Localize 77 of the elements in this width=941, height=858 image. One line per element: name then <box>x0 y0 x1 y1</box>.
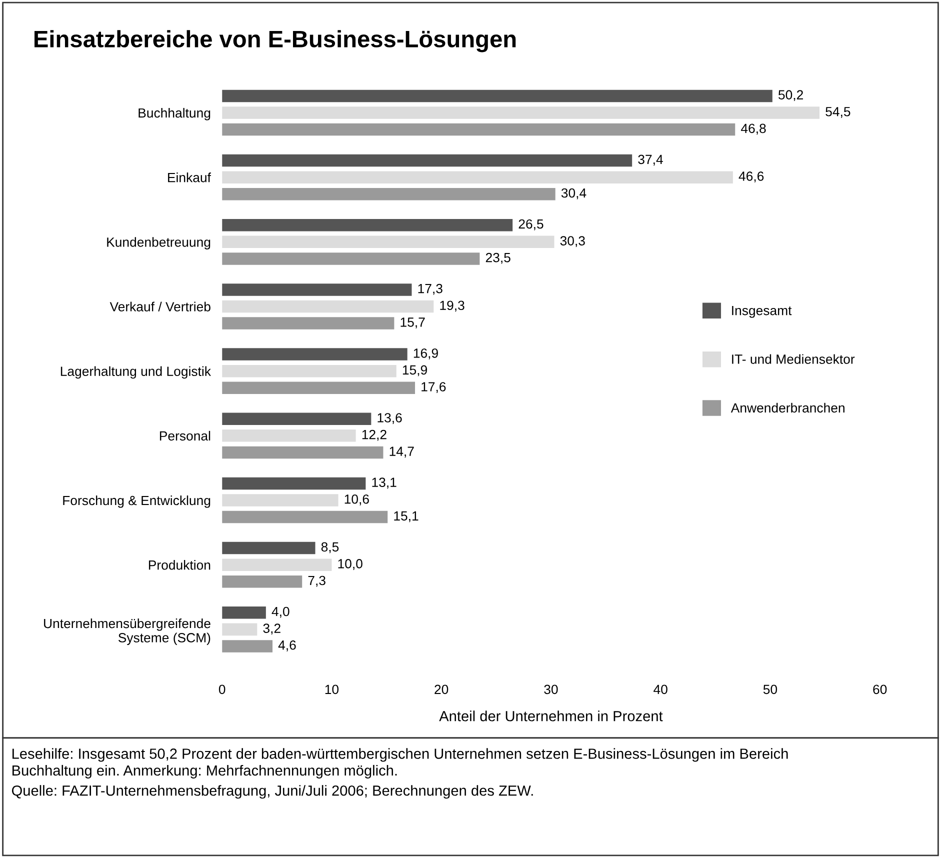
x-tick-label: 40 <box>654 684 668 694</box>
data-label: 15,7 <box>400 318 425 328</box>
bar <box>222 477 366 490</box>
x-tick-label: 60 <box>873 684 887 694</box>
bar <box>222 284 412 296</box>
data-label: 4,6 <box>278 640 296 652</box>
bar <box>222 252 480 265</box>
legend-label: IT- und Mediensektor <box>732 354 855 364</box>
bar <box>222 494 338 506</box>
data-label: 30,3 <box>560 236 585 248</box>
bar <box>222 218 513 232</box>
x-axis-title: Anteil der Unternehmen in Prozent <box>439 710 663 722</box>
chart-title: Einsatzbereiche von E-Business-Lösungen <box>34 30 516 52</box>
bar <box>222 558 332 571</box>
bar <box>222 317 394 330</box>
data-label: 54,5 <box>826 107 850 118</box>
data-label: 23,5 <box>486 252 510 264</box>
data-label: 3,2 <box>263 624 280 635</box>
x-tick-label: 10 <box>325 684 339 694</box>
data-label: 15,9 <box>402 365 427 376</box>
bar <box>222 348 408 360</box>
data-label: 26,5 <box>518 219 544 230</box>
y-tick-label: Personal <box>160 430 210 441</box>
data-label: 13,1 <box>372 478 396 489</box>
data-label: 37,4 <box>638 154 663 166</box>
data-label: 17,6 <box>422 382 446 393</box>
x-tick-label: 20 <box>434 684 448 694</box>
y-tick-label: Einkauf <box>168 172 211 182</box>
y-tick-label: Verkauf / Vertrieb <box>110 302 210 312</box>
x-tick-label: 0 <box>218 684 226 694</box>
data-label: 10,0 <box>338 559 362 570</box>
data-label: 16,9 <box>414 348 438 360</box>
bar <box>222 236 554 248</box>
bar <box>222 90 772 102</box>
data-label: 4,0 <box>272 606 290 618</box>
bar <box>222 412 372 426</box>
bar <box>222 154 632 167</box>
bar <box>222 300 434 313</box>
legend-label: Insgesamt <box>732 306 792 318</box>
data-label: 15,1 <box>394 511 418 522</box>
bar <box>222 430 356 442</box>
y-tick-label: Unternehmensübergreifende Systeme (SCM) <box>44 618 210 646</box>
bar <box>222 623 258 636</box>
x-tick-label: 50 <box>763 684 778 694</box>
y-tick-label: Forschung & Entwicklung <box>63 495 210 508</box>
data-label: 17,3 <box>418 284 442 295</box>
bar <box>222 106 820 119</box>
bar <box>222 171 733 184</box>
data-label: 19,3 <box>440 300 464 312</box>
data-label: 30,4 <box>561 188 586 200</box>
data-label: 46,8 <box>740 124 766 135</box>
y-tick-label: Produktion <box>148 560 210 570</box>
bar <box>222 510 388 524</box>
bar <box>222 364 396 378</box>
y-tick-label: Buchhaltung <box>138 108 210 120</box>
data-label: 14,7 <box>390 446 414 458</box>
legend-label: Anwenderbranchen <box>730 402 844 413</box>
data-label: 7,3 <box>308 576 326 587</box>
bar <box>222 606 266 619</box>
bar <box>222 123 736 136</box>
bar <box>222 576 302 588</box>
data-label: 13,6 <box>378 413 402 424</box>
data-label: 12,2 <box>362 430 386 441</box>
bar <box>222 542 316 554</box>
y-tick-label: Kundenbetreuung <box>107 237 210 250</box>
y-tick-label: Lagerhaltung und Logistik <box>60 366 211 379</box>
data-label: 50,2 <box>778 90 803 102</box>
bar <box>222 188 556 200</box>
bar <box>222 640 273 652</box>
data-label: 8,5 <box>321 542 339 554</box>
data-label: 10,6 <box>344 494 369 506</box>
source-note: Quelle: FAZIT-Unternehmensbefragung, Juni/Juli 2006; Berechnungen des ZEW. <box>12 785 533 799</box>
data-label: 46,6 <box>738 172 764 182</box>
x-tick-label: 30 <box>544 684 558 694</box>
text: Lesehilfe: Insgesamt 50,2 Prozent der baden-württembergischen Unternehmen setzen E-Business-Lösungen im Bereich Buchhaltung ein. Anmerkung: Mehrfachnennungen möglich. <box>12 748 788 779</box>
bar <box>222 382 416 394</box>
bar <box>222 446 384 459</box>
